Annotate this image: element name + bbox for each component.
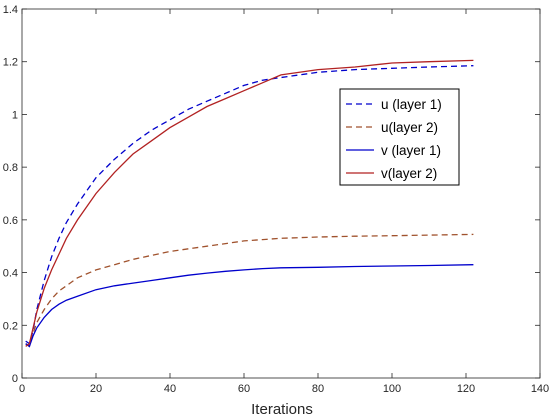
- y-tick-label: 1: [12, 109, 18, 121]
- legend-label-2: u(layer 2): [381, 120, 438, 135]
- y-tick-label: 1.2: [3, 57, 18, 69]
- legend-label-1: u (layer 1): [381, 97, 442, 112]
- legend-label-4: v(layer 2): [381, 166, 437, 181]
- x-tick-label: 120: [457, 383, 475, 395]
- y-tick-label: 1.4: [3, 4, 18, 16]
- y-tick-label: 0: [12, 373, 18, 385]
- series-line-3: [25, 264, 474, 348]
- series-line-2: [25, 233, 474, 348]
- x-tick-label: 20: [90, 383, 102, 395]
- y-tick-label: 0.2: [3, 320, 18, 332]
- axes-layer: 0 20 40 60 80 100 120 140 0 0.2 0.4 0.6 0.8 1 1.2 1.4: [3, 4, 549, 395]
- x-axis-title: Iterations: [251, 401, 313, 418]
- y-tick-label: 0.8: [3, 162, 18, 174]
- x-tick-label: 40: [164, 383, 176, 395]
- legend: u (layer 1) u(layer 2) v (layer 1) v(layer …: [339, 88, 460, 186]
- x-tick-label: 60: [238, 383, 250, 395]
- y-tick-label: 0.6: [3, 215, 18, 227]
- legend-items: u (layer 1) u(layer 2) v (layer 1) v(layer …: [346, 97, 442, 181]
- plot-frame: [21, 8, 541, 379]
- legend-box: [339, 88, 460, 186]
- x-tick-label: 140: [531, 383, 549, 395]
- series-layer: [25, 59, 474, 348]
- legend-label-3: v (layer 1): [381, 143, 441, 158]
- x-tick-label: 100: [383, 383, 401, 395]
- x-tick-label: 80: [312, 383, 324, 395]
- x-tick-label: 0: [19, 383, 25, 395]
- series-line-4: [25, 59, 474, 347]
- y-tick-label: 0.4: [3, 268, 18, 280]
